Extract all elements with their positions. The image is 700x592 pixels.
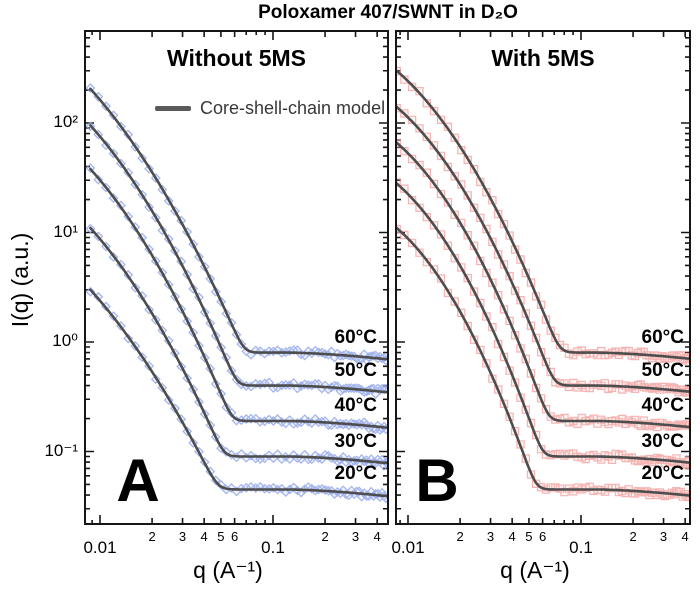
panel-b-title: With 5MS	[491, 45, 595, 71]
model-line-50c-panel-a	[89, 124, 387, 394]
x-minor-tick-label-0.02-panel-a: 2	[148, 529, 156, 544]
temp-label-60c-panel-b: 60°C	[641, 326, 684, 348]
temp-label-40c-panel-a: 40°C	[334, 394, 377, 416]
model-line-50c-panel-b	[397, 105, 689, 393]
data-markers-60c-panel-a	[86, 83, 387, 366]
data-markers-40c-panel-a	[86, 163, 387, 435]
x-minor-tick-label-0.3-panel-a: 3	[351, 529, 360, 544]
model-line-30c-panel-a	[89, 226, 387, 465]
temp-label-30c-panel-b: 30°C	[641, 430, 684, 452]
model-line-swatch	[155, 106, 191, 111]
y-tick-label-1: 10⁰	[52, 331, 78, 350]
panel-b-letter: B	[415, 447, 459, 514]
model-line-40c-panel-a	[89, 167, 387, 429]
x-minor-tick-label-0.03-panel-b: 3	[486, 529, 495, 544]
y-tick-label-0.1: 10⁻¹	[44, 440, 78, 460]
model-line-30c-panel-b	[397, 182, 689, 464]
x-minor-tick-label-0.04-panel-b: 4	[508, 529, 516, 544]
temp-label-40c-panel-b: 40°C	[641, 394, 684, 416]
model-line-40c-panel-b	[397, 141, 689, 429]
data-markers-50c-panel-a	[86, 121, 387, 399]
model-line-20c-panel-b	[397, 226, 689, 497]
axis-ticks-panel-b	[396, 31, 690, 524]
x-axis-label-panel-a: q (A⁻¹)	[193, 557, 263, 583]
legend: Core-shell-chain model	[155, 98, 385, 119]
panel-b-frame	[395, 30, 691, 525]
x-minor-tick-label-0.03-panel-a: 3	[178, 529, 187, 544]
temp-label-20c-panel-b: 20°C	[641, 463, 684, 485]
x-minor-tick-label-0.04-panel-a: 4	[200, 529, 208, 544]
y-tick-label-100: 10²	[53, 112, 78, 131]
model-line-20c-panel-a	[89, 288, 387, 498]
model-line-60c-panel-a	[89, 87, 387, 361]
x-minor-tick-label-0.3-panel-b: 3	[659, 529, 668, 544]
x-minor-tick-label-0.05-panel-b: 5	[525, 529, 533, 544]
x-minor-tick-label-0.06-panel-b: 6	[538, 529, 547, 544]
panel-a-letter: A	[116, 447, 160, 514]
x-tick-label-0.1-panel-b: 0.1	[569, 538, 593, 557]
model-line-60c-panel-b	[397, 69, 689, 360]
x-minor-tick-label-0.4-panel-a: 4	[373, 529, 381, 544]
x-minor-tick-label-0.2-panel-a: 2	[321, 529, 329, 544]
x-tick-label-0.01-panel-b: 0.01	[391, 538, 425, 557]
temp-label-60c-panel-a: 60°C	[334, 326, 377, 348]
x-minor-tick-label-0.06-panel-a: 6	[230, 529, 239, 544]
x-tick-label-0.01-panel-a: 0.01	[83, 538, 117, 557]
temp-label-50c-panel-a: 50°C	[334, 359, 377, 381]
temp-label-20c-panel-a: 20°C	[334, 463, 377, 485]
temp-label-50c-panel-b: 50°C	[641, 359, 684, 381]
data-markers-60c-panel-b	[397, 66, 689, 365]
data-markers-30c-panel-a	[86, 223, 387, 471]
x-tick-label-0.1-panel-a: 0.1	[261, 538, 285, 557]
x-minor-tick-label-0.05-panel-a: 5	[217, 529, 225, 544]
x-minor-tick-label-0.2-panel-b: 2	[629, 529, 637, 544]
x-minor-tick-label-0.4-panel-b: 4	[681, 529, 689, 544]
y-tick-label-10: 10¹	[53, 221, 78, 241]
panel-a-frame	[84, 30, 389, 525]
x-axis-label-panel-b: q (A⁻¹)	[500, 557, 570, 583]
legend-label: Core-shell-chain model	[200, 98, 386, 118]
temp-label-30c-panel-a: 30°C	[334, 430, 377, 452]
figure-title: Poloxamer 407/SWNT in D₂O	[258, 2, 518, 23]
panel-a-title: Without 5MS	[166, 45, 307, 71]
x-minor-tick-label-0.02-panel-b: 2	[456, 529, 464, 544]
